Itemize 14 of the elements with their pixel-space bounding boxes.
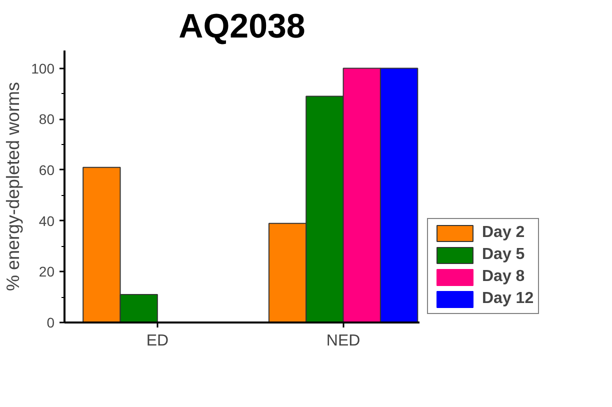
y-tick-label: 100 (31, 60, 55, 76)
x-tick-label: NED (326, 332, 360, 350)
x-tick-label: ED (146, 332, 169, 350)
y-tick-label: 60 (38, 162, 55, 178)
y-tick-label: 40 (38, 212, 55, 229)
y-axis-title: % energy-depleted worms (3, 82, 24, 292)
y-tick-label: 0 (46, 314, 55, 330)
legend-label: Day 8 (482, 268, 525, 286)
y-tick-label: 80 (38, 111, 55, 128)
legend-label: Day 5 (482, 246, 525, 264)
y-tick-label: 20 (38, 264, 55, 280)
legend-label: Day 2 (482, 224, 525, 242)
chart-title: AQ2038 (178, 8, 306, 46)
legend-label: Day 12 (482, 290, 534, 308)
